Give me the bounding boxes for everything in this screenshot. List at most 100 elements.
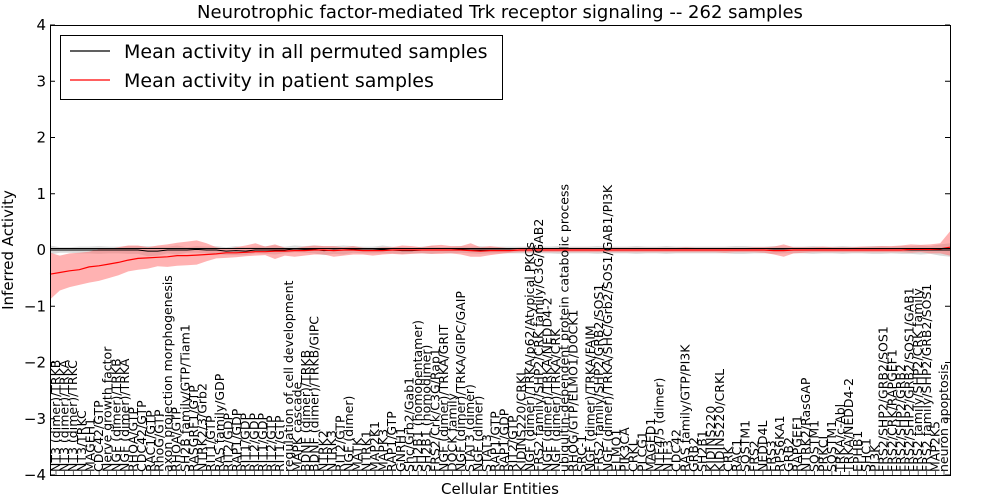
entity-label: PIK3CA [617,427,632,472]
entity-label: CDC42/GTP [134,400,149,472]
entity-label: BDNF (dimer)/TRKB/GIPC [307,316,322,472]
entity-label: SH2B1 (homopentamer) [410,320,425,472]
entity-label: GRB2 [686,437,701,472]
entity-label: SRC-1 [574,435,589,472]
entity-label: PLCG1 [634,431,649,472]
entity-label: RAP1/GTP [488,411,503,472]
y-tick-label: −2 [24,354,46,372]
entity-label: RPS6KA1 [772,415,787,472]
y-tick-label: 1 [36,185,46,203]
legend: Mean activity in all permuted samples Me… [60,35,503,100]
entity-label: CDC42/GTP [91,400,106,472]
entity-label: NTRK2 [315,430,330,472]
entity-label: CRK [721,446,736,472]
entity-label: NGF (dimer) [341,396,356,472]
entity-label: neuron apoptosis [936,364,951,472]
y-tick-label: 4 [36,16,46,34]
entity-label: RIT2/GDP [220,413,235,472]
entity-label: NGF (dimer)/TRKA/NEDD4-2 [539,297,554,472]
entity-label: NGF (dimer)/TRKB [108,358,123,472]
entity-label: BDNF (dimer)/TRKB [298,350,313,472]
entity-label: regulation of cell development [281,280,296,472]
entity-label: RhoG/GTP [152,409,167,472]
entity-label: RIT1/GTP [203,415,218,472]
entity-label: Shc/Grb2/Gab1 [402,377,417,472]
entity-label: RIT2/GTP [333,415,348,472]
entity-label: RAC1/GTP [143,410,158,472]
entity-label: SHC1 [858,438,873,472]
entity-label: RAP1/GDP [496,408,511,472]
entity-label: axon projection morphogenesis [160,275,175,472]
entity-label: MAP2K1 [367,421,382,472]
entity-label: MAP2K5 [927,421,942,472]
entity-label: SQSTM1 [824,420,839,472]
entity-label: RAP1/GDP [229,408,244,472]
entity-label: NGF (dimer)/TRKA [117,358,132,472]
entity-label: NTF4/5 (dimer) [652,378,667,472]
entity-label: MAPK cascade [289,381,304,472]
lines [49,246,951,275]
entity-label: ubiquitin-dependent protein catabolic pr… [557,184,572,472]
entity-label: FRS2/SHP2/GRB2 [893,364,908,472]
legend-box [60,35,503,100]
entity-label: PI3K [867,444,882,472]
entity-label: RAC1 [729,439,744,472]
entity-label: NGF (dimer)/TRKA/GRIT [436,324,451,472]
entity-label: FRS2/CRK/RAPGEF1 [884,349,899,472]
entity-label: KIDINS220/CRKL [514,369,529,472]
entity-label: RIT1/GDP [238,413,253,472]
entity-label: PRKCI [815,436,830,472]
entity-label: DOCK family [445,392,460,472]
bands [50,231,950,300]
entity-label: CDC42 [669,429,684,472]
entity-label: STAT3 (dimer) [462,384,477,472]
y-axis-title: Inferred Activity [0,190,17,310]
entity-label: NTRK3 [324,430,339,472]
entity-label: RHOG/GTP/ELMO1/DOCK1 [565,310,580,472]
entity-label: FRS2 family/SHP2/CRK family/C3G/GAB2 [531,219,546,472]
entity-label: SQSTM1 [738,420,753,472]
entity-label: KIDINS220/CRKL [712,369,727,472]
entity-label: NT3/TRKC [74,410,89,472]
entity-label: RIT1/GDP [255,413,270,472]
entity-label: RHOA/GTP [169,407,184,472]
entity-label: RASGRF1/GTP [186,385,201,472]
entity-label: NGF (dimer)/TRKA/CRK [548,328,563,472]
entity-label: TRKA/c-Abl [833,404,848,473]
patient-line [49,246,951,275]
entity-label: NGF (dimer) [470,396,485,472]
y-tick-label: 2 [36,129,46,147]
patient-band [50,231,950,300]
entity-label: NTF3 [660,440,675,472]
entity-label: NGF (dimer)/TRKA/SHC/Grb2/SOS1/GAB1/PI3K [600,184,615,472]
y-tick-label: −3 [24,410,46,428]
entity-label: SH2B1 (homodimer) [419,345,434,472]
y-tick-label: −1 [24,297,46,315]
y-axis: −4 −3 −2 −1 0 1 2 3 4 [24,16,950,484]
entity-label: CRKL [626,439,641,472]
entity-label: EPHB1 [850,431,865,472]
entity-label: RHOA/GTP [126,407,141,472]
entity-label: NTRK1 [358,430,373,472]
entity-label: NEDD4L [755,421,770,472]
y-tick-label: −4 [24,466,46,484]
entity-label: FRS2/SHP2/GRB2/SOS1 [876,326,891,472]
entity-label: MAGEH1 [83,418,98,472]
entity-label: FRS2 [746,440,761,472]
y-tick-label: 0 [36,241,46,259]
entity-label: RAP1/GTP [384,411,399,472]
entity-label: STAT3 [479,434,494,472]
entity-label: RIT2/GTP [505,415,520,472]
entity-label: FRS2 family/SHP2/GRB2/SOS1 [591,284,606,472]
y-tick-label: 3 [36,72,46,90]
entity-label: MAPK3 [376,429,391,472]
entity-label: FRS3 [764,440,779,472]
entity-label: SH2B1 [695,430,710,472]
legend-label-patient: Mean activity in patient samples [124,70,434,92]
x-axis-title: Cellular Entities [441,480,559,498]
entity-label: FRS2/SHP2/GRB2/SOS1/GAB1 [902,287,917,472]
entity-label: NGF (dimer)/TRKA/FAIM [583,325,598,472]
entity-label: RIT2/GDP [246,413,261,472]
